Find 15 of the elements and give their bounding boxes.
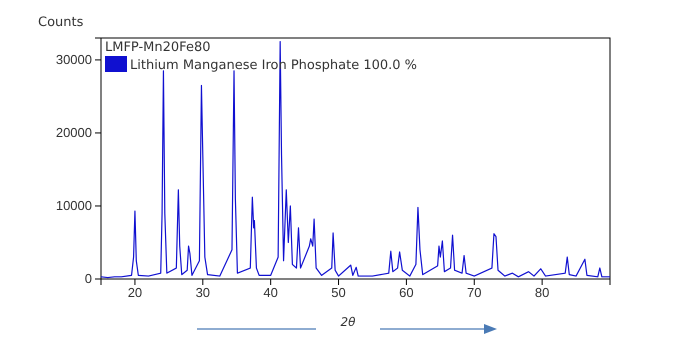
- x-tick-label: 30: [196, 285, 210, 300]
- y-tick-label: 10000: [56, 198, 92, 214]
- x-tick-label: 60: [399, 285, 414, 300]
- x-tick-label: 20: [128, 285, 142, 300]
- x-axis-title: 2θ: [340, 315, 356, 329]
- line-series: [100, 41, 611, 278]
- x-tick-label: 50: [331, 285, 346, 300]
- y-tick-label: 30000: [56, 52, 92, 68]
- x-tick-label: 80: [534, 285, 550, 300]
- x-tick-label: 70: [467, 285, 482, 300]
- y-axis-title: Counts: [38, 15, 84, 30]
- chart-title: LMFP-Mn20Fe80: [105, 40, 210, 55]
- y-tick-label: 0: [84, 271, 92, 286]
- x-tick-label: 40: [263, 285, 278, 300]
- y-tick-label: 20000: [56, 125, 92, 140]
